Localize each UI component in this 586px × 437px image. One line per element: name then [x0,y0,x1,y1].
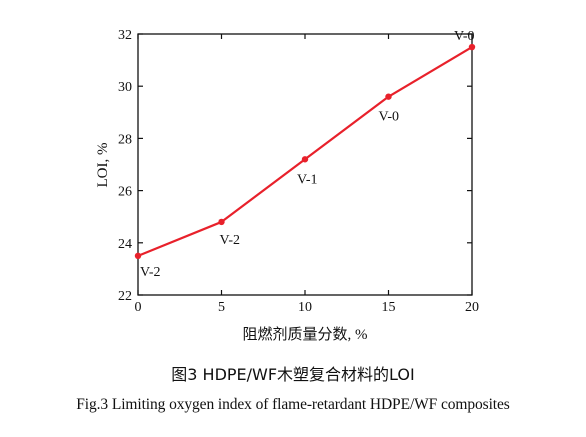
y-tick-label-24: 24 [118,237,132,252]
data-point-0 [134,252,142,260]
y-tick-label-22: 22 [118,289,132,304]
loi-line-chart: 0 5 10 15 20 22 24 26 28 30 32 V-2 V-2 V-1 V-0 V-0 阻燃剂… [95,28,479,343]
data-point-1 [218,218,225,226]
data-point-2 [301,156,309,163]
y-tick-label-32: 32 [118,28,132,43]
y-axis-label: LOI, % [95,143,111,188]
plot-frame [137,33,473,296]
x-tick-label-5: 5 [218,300,225,315]
y-tick-label-30: 30 [118,80,132,95]
chart-axes: 0 5 10 15 20 22 24 26 28 30 32 [118,28,479,315]
chart-marks: V-2 V-2 V-1 V-0 V-0 [134,29,476,280]
point-label-0: V-2 [140,265,161,280]
figure-caption-chinese: 图3 HDPE/WF木塑复合材料的LOI [171,365,415,384]
x-axis-label: 阻燃剂质量分数, % [243,325,368,343]
point-label-3: V-0 [379,110,400,125]
figure-caption-english: Fig.3 Limiting oxygen index of flame-ret… [76,396,510,413]
point-label-4: V-0 [454,29,475,44]
x-tick-label-15: 15 [382,300,396,315]
y-tick-label-28: 28 [118,132,132,147]
x-tick-label-10: 10 [298,300,312,315]
point-label-2: V-1 [297,172,318,187]
x-tick-label-0: 0 [135,300,142,315]
y-tick-label-26: 26 [118,185,132,200]
data-point-4 [468,43,476,51]
point-label-1: V-2 [220,233,241,248]
loi-series-line [137,46,473,257]
data-point-3 [385,93,392,100]
x-tick-label-20: 20 [465,300,479,315]
